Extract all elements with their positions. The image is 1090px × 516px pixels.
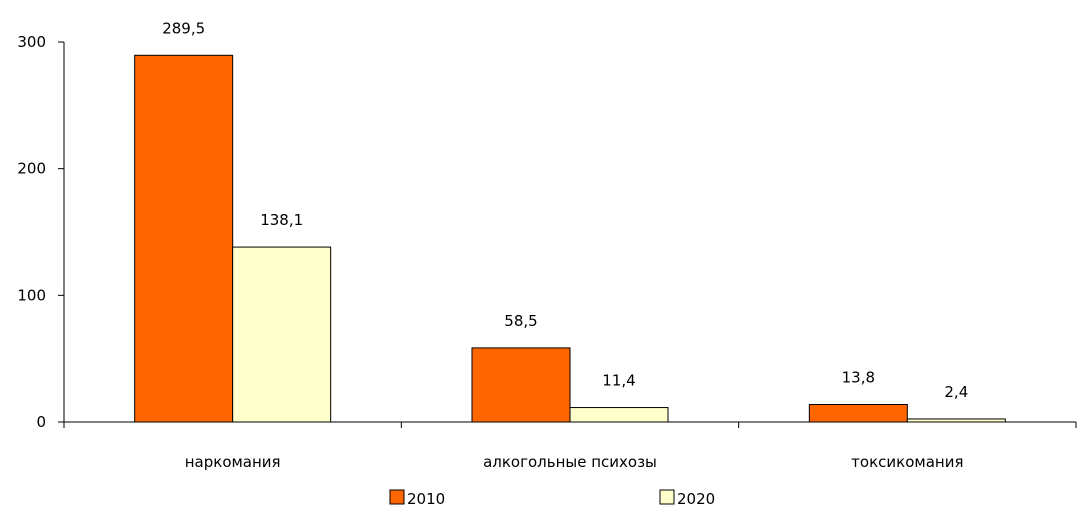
bar-2010 bbox=[808, 404, 908, 423]
legend: 2010 2020 bbox=[389, 489, 715, 508]
bar-2010 bbox=[134, 54, 234, 423]
y-tick-label: 200 bbox=[17, 160, 46, 178]
legend-swatch-2010 bbox=[389, 489, 405, 505]
axes-layer: 0 100 200 300 наркомания алкогольные психозы т… bbox=[17, 33, 1077, 471]
bar-2020 bbox=[232, 246, 332, 423]
category-label: наркомания bbox=[185, 453, 281, 471]
y-tick-label: 100 bbox=[17, 286, 46, 304]
category-label: токсикомания bbox=[851, 453, 963, 471]
legend-label: 2010 bbox=[407, 490, 445, 508]
data-label: 58,5 bbox=[504, 312, 537, 330]
legend-swatch-2020 bbox=[659, 489, 675, 505]
category-label: алкогольные психозы bbox=[483, 453, 657, 471]
data-label: 289,5 bbox=[162, 19, 205, 37]
bar-2010 bbox=[471, 347, 571, 423]
y-tick-label: 300 bbox=[17, 33, 46, 51]
data-label: 11,4 bbox=[602, 372, 635, 390]
data-label: 13,8 bbox=[842, 369, 875, 387]
bar-2020 bbox=[569, 407, 669, 423]
y-tick-label: 0 bbox=[36, 413, 46, 431]
bars-layer bbox=[134, 54, 1006, 423]
legend-label: 2020 bbox=[677, 490, 715, 508]
data-labels-layer: 289,5 58,5 13,8 138,1 11,4 2,4 bbox=[162, 19, 968, 401]
data-label: 138,1 bbox=[260, 211, 303, 229]
data-label: 2,4 bbox=[944, 383, 968, 401]
